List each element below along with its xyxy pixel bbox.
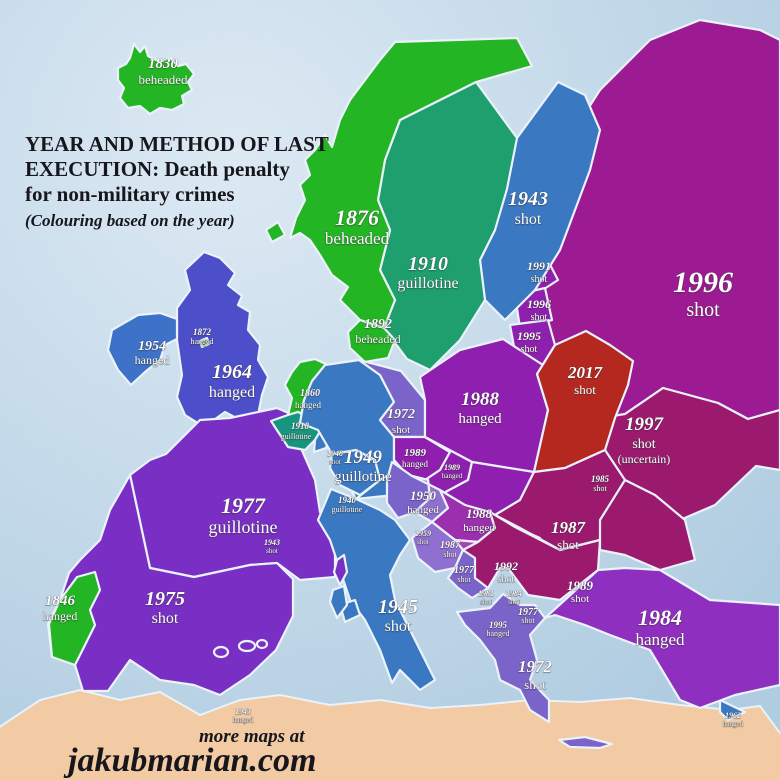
svg-text:1872: 1872 <box>193 327 212 337</box>
svg-text:1892: 1892 <box>364 317 392 332</box>
svg-text:1995: 1995 <box>517 329 541 343</box>
svg-text:1910: 1910 <box>408 253 448 275</box>
svg-text:guillotine: guillotine <box>397 275 458 292</box>
svg-text:shot: shot <box>443 550 457 559</box>
svg-text:jakubmarian.com: jakubmarian.com <box>63 742 316 779</box>
svg-text:shot: shot <box>531 312 548 323</box>
svg-text:1918: 1918 <box>291 421 310 431</box>
svg-text:for non-military crimes: for non-military crimes <box>25 182 235 206</box>
svg-text:1997: 1997 <box>625 414 665 435</box>
svg-text:shot: shot <box>515 211 542 228</box>
svg-text:shot: shot <box>557 537 579 552</box>
svg-text:2017: 2017 <box>567 363 604 382</box>
svg-text:hanged: hanged <box>486 629 509 638</box>
svg-text:beheaded: beheaded <box>355 332 400 346</box>
svg-text:1984: 1984 <box>638 605 682 630</box>
svg-text:1996: 1996 <box>527 297 551 311</box>
svg-text:1830: 1830 <box>148 56 179 72</box>
svg-text:1996: 1996 <box>673 266 733 299</box>
svg-text:hanged: hanged <box>635 630 685 649</box>
svg-text:shot: shot <box>392 424 410 436</box>
svg-text:YEAR AND METHOD OF LAST: YEAR AND METHOD OF LAST <box>25 132 329 156</box>
svg-text:1959: 1959 <box>415 529 431 538</box>
svg-text:shot: shot <box>571 593 589 605</box>
svg-text:hanged: hanged <box>190 337 213 346</box>
svg-text:1991: 1991 <box>527 259 551 273</box>
svg-text:hanged: hanged <box>233 716 254 724</box>
svg-text:shot: shot <box>457 575 471 584</box>
svg-text:shot: shot <box>417 538 429 546</box>
svg-text:EXECUTION: Death penalty: EXECUTION: Death penalty <box>25 157 290 181</box>
svg-text:shot: shot <box>266 547 278 555</box>
svg-text:1989: 1989 <box>444 463 460 472</box>
svg-text:1992: 1992 <box>494 559 518 573</box>
svg-text:1972: 1972 <box>518 657 553 676</box>
svg-text:shot: shot <box>521 344 538 355</box>
svg-text:hanged: hanged <box>135 353 170 367</box>
svg-text:shot: shot <box>508 598 520 606</box>
svg-text:guillotine: guillotine <box>209 517 278 537</box>
svg-text:1972: 1972 <box>387 407 415 422</box>
svg-text:shot: shot <box>593 484 607 493</box>
svg-text:hanged: hanged <box>723 720 744 728</box>
svg-text:1948: 1948 <box>327 449 343 458</box>
svg-text:shot: shot <box>531 274 548 285</box>
svg-text:shot: shot <box>480 598 492 606</box>
svg-text:1945: 1945 <box>378 596 418 618</box>
svg-text:hanged: hanged <box>463 522 495 534</box>
svg-text:hanged: hanged <box>295 400 321 410</box>
svg-text:beheaded: beheaded <box>138 72 188 87</box>
svg-text:shot: shot <box>524 677 546 692</box>
svg-text:1950: 1950 <box>410 488 437 503</box>
svg-text:1940: 1940 <box>338 495 357 505</box>
svg-text:(Colouring based on the year): (Colouring based on the year) <box>25 211 235 230</box>
svg-text:1943: 1943 <box>264 538 280 547</box>
svg-text:shot: shot <box>498 574 515 585</box>
svg-text:1988: 1988 <box>466 506 493 521</box>
svg-text:shot: shot <box>686 299 720 321</box>
svg-text:1846: 1846 <box>45 593 76 609</box>
svg-text:hanged: hanged <box>407 504 439 516</box>
svg-text:1964: 1964 <box>212 361 252 383</box>
svg-text:shot: shot <box>385 618 412 635</box>
svg-text:1981: 1981 <box>478 589 494 598</box>
svg-text:1962: 1962 <box>725 711 741 720</box>
svg-text:1860: 1860 <box>300 388 320 399</box>
svg-text:1876: 1876 <box>335 205 379 230</box>
svg-text:(uncertain): (uncertain) <box>618 452 671 466</box>
svg-text:1943: 1943 <box>508 188 548 210</box>
svg-text:hanged: hanged <box>458 411 502 427</box>
svg-text:beheaded: beheaded <box>325 229 390 248</box>
svg-text:hanged: hanged <box>43 609 78 623</box>
svg-text:1984: 1984 <box>506 589 522 598</box>
svg-text:shot: shot <box>329 458 341 466</box>
svg-text:hanged: hanged <box>209 384 255 401</box>
svg-text:1975: 1975 <box>145 588 185 610</box>
svg-text:1985: 1985 <box>591 474 610 484</box>
svg-text:guillotine: guillotine <box>334 469 392 485</box>
svg-text:1988: 1988 <box>461 389 500 410</box>
svg-text:hanged: hanged <box>402 459 428 469</box>
svg-text:shot: shot <box>574 382 596 397</box>
svg-text:1989: 1989 <box>404 447 427 459</box>
svg-text:hanged: hanged <box>442 472 463 480</box>
svg-text:guillotine: guillotine <box>332 505 363 514</box>
svg-text:1989: 1989 <box>567 578 594 593</box>
svg-text:1987: 1987 <box>551 518 587 537</box>
svg-text:1943: 1943 <box>235 707 251 716</box>
svg-text:1977: 1977 <box>221 493 266 518</box>
svg-text:guillotine: guillotine <box>281 432 312 441</box>
svg-text:shot: shot <box>152 610 179 627</box>
svg-text:1954: 1954 <box>138 339 166 354</box>
svg-text:shot: shot <box>632 437 655 452</box>
svg-text:1949: 1949 <box>344 447 383 468</box>
svg-text:shot: shot <box>521 616 535 625</box>
